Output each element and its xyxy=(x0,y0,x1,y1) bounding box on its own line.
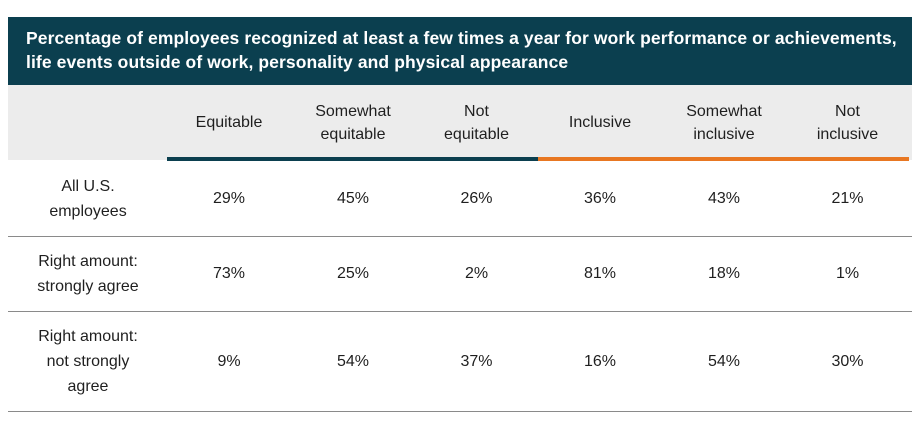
table-cell: 2% xyxy=(464,265,489,282)
table-cell: 26% xyxy=(460,189,493,207)
table-cell: 9% xyxy=(217,352,241,370)
row-divider xyxy=(8,411,912,412)
table-cell: 36% xyxy=(583,189,617,207)
table-cell: 54% xyxy=(336,352,370,370)
row-label-line: Right amount: xyxy=(38,253,138,270)
column-header-somewhat-equitable: Somewhat equitable xyxy=(291,85,415,160)
column-header-line: inclusive xyxy=(816,125,879,143)
row-divider xyxy=(8,311,912,312)
column-header-line: Inclusive xyxy=(568,114,632,131)
column-header-line: Not xyxy=(835,102,860,120)
column-header-line: Somewhat xyxy=(686,102,762,120)
table-cell: 30% xyxy=(831,352,864,370)
row-label-all-us-employees: All U.S. employees xyxy=(8,161,168,236)
table-cell: 29% xyxy=(212,189,246,207)
column-header-not-equitable: Not equitable xyxy=(415,85,538,160)
column-header-line: Not xyxy=(464,102,489,120)
table-cell: 37% xyxy=(460,352,493,370)
column-header-inclusive: Inclusive xyxy=(538,85,662,160)
row-label-right-amount-strongly-agree: Right amount: strongly agree xyxy=(8,237,168,311)
row-label-line: not strongly xyxy=(46,353,130,370)
row-label-line: agree xyxy=(67,378,109,395)
row-label-line: strongly agree xyxy=(37,278,139,295)
table-cell: 73% xyxy=(212,265,246,282)
table-cell: 45% xyxy=(336,189,370,207)
table-cell: 21% xyxy=(831,189,864,207)
table-title-bar: Percentage of employees recognized at le… xyxy=(8,17,912,85)
column-header-equitable: Equitable xyxy=(167,85,291,160)
row-divider xyxy=(8,236,912,237)
table-cell: 25% xyxy=(336,265,370,282)
table-cell: 54% xyxy=(707,352,741,370)
equitable-group-underline xyxy=(167,157,538,161)
column-header-line: Somewhat xyxy=(315,102,391,120)
column-header-not-inclusive: Not inclusive xyxy=(786,85,909,160)
table-cell: 16% xyxy=(583,352,617,370)
row-label-right-amount-not-strongly-agree: Right amount: not strongly agree xyxy=(8,312,168,411)
column-header-line: inclusive xyxy=(693,125,755,143)
column-header-line: Equitable xyxy=(195,114,263,131)
row-label-line: All U.S. xyxy=(61,177,115,195)
header-row-background xyxy=(8,85,912,160)
column-header-somewhat-inclusive: Somewhat inclusive xyxy=(662,85,786,160)
row-label-line: employees xyxy=(49,202,127,220)
table-cell: 1% xyxy=(835,265,860,282)
table-cell: 18% xyxy=(707,265,741,282)
row-label-line: Right amount: xyxy=(38,328,138,345)
table-cell: 81% xyxy=(583,265,617,282)
table-cell: 43% xyxy=(707,189,741,207)
inclusive-group-underline xyxy=(538,157,909,161)
column-header-line: equitable xyxy=(320,125,386,143)
table-title: Percentage of employees recognized at le… xyxy=(26,28,897,72)
column-header-line: equitable xyxy=(444,125,509,143)
